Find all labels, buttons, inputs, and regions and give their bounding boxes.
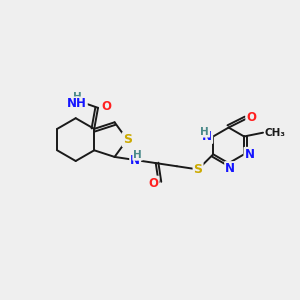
Text: CH₃: CH₃ <box>265 128 286 138</box>
Text: NH: NH <box>67 98 87 110</box>
Text: H: H <box>133 150 142 160</box>
Text: N: N <box>244 148 254 161</box>
Text: O: O <box>246 111 256 124</box>
Text: O: O <box>148 177 158 190</box>
Text: N: N <box>130 154 140 167</box>
Text: S: S <box>123 133 132 146</box>
Text: N: N <box>225 162 235 175</box>
Text: N: N <box>202 130 212 143</box>
Text: H: H <box>73 92 81 102</box>
Text: S: S <box>194 163 202 176</box>
Text: H: H <box>200 127 209 137</box>
Text: O: O <box>101 100 111 113</box>
